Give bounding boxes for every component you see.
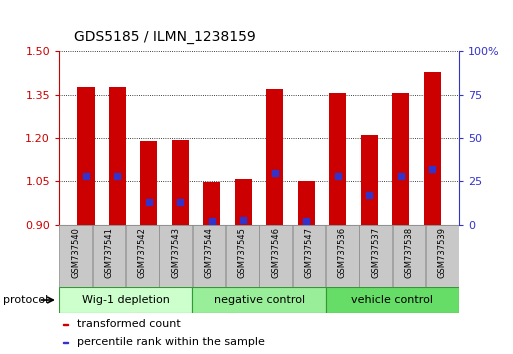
Text: GSM737538: GSM737538 <box>405 227 413 278</box>
Text: GSM737543: GSM737543 <box>171 227 180 278</box>
Point <box>239 217 247 222</box>
Bar <box>424 72 441 225</box>
Point <box>208 218 216 224</box>
Bar <box>260 225 292 287</box>
Bar <box>63 324 68 325</box>
Text: GSM737540: GSM737540 <box>71 227 80 278</box>
Bar <box>77 87 94 225</box>
Bar <box>266 89 284 225</box>
Point <box>113 173 122 179</box>
Bar <box>293 225 325 287</box>
Bar <box>93 225 125 287</box>
Bar <box>234 178 252 225</box>
Point <box>82 173 90 179</box>
Text: GSM737542: GSM737542 <box>138 227 147 278</box>
Text: protocol: protocol <box>3 295 48 305</box>
Bar <box>59 287 192 313</box>
Bar <box>329 93 346 225</box>
Bar <box>160 225 192 287</box>
Text: GSM737536: GSM737536 <box>338 227 347 278</box>
Text: GSM737539: GSM737539 <box>438 227 447 278</box>
Bar <box>109 87 126 225</box>
Bar <box>426 225 459 287</box>
Point <box>397 173 405 179</box>
Text: GSM737546: GSM737546 <box>271 227 280 278</box>
Bar <box>298 181 315 225</box>
Bar <box>126 225 159 287</box>
Bar <box>393 225 425 287</box>
Bar <box>326 287 459 313</box>
Text: GSM737544: GSM737544 <box>205 227 213 278</box>
Bar <box>392 93 409 225</box>
Point <box>333 173 342 179</box>
Text: negative control: negative control <box>213 295 305 305</box>
Text: transformed count: transformed count <box>77 319 181 329</box>
Bar <box>203 182 221 225</box>
Text: GSM737545: GSM737545 <box>238 227 247 278</box>
Bar <box>326 225 359 287</box>
Bar <box>172 139 189 225</box>
Point <box>302 218 310 224</box>
Bar <box>140 141 157 225</box>
Point <box>271 170 279 176</box>
Bar <box>63 342 68 343</box>
Bar <box>361 135 378 225</box>
Point <box>176 199 185 205</box>
Text: Wig-1 depletion: Wig-1 depletion <box>82 295 170 305</box>
Text: GDS5185 / ILMN_1238159: GDS5185 / ILMN_1238159 <box>74 30 256 44</box>
Text: GSM737537: GSM737537 <box>371 227 380 278</box>
Bar <box>226 225 259 287</box>
Bar <box>193 225 225 287</box>
Point <box>365 193 373 198</box>
Text: percentile rank within the sample: percentile rank within the sample <box>77 337 265 347</box>
Text: GSM737547: GSM737547 <box>305 227 313 278</box>
Text: vehicle control: vehicle control <box>351 295 433 305</box>
Text: GSM737541: GSM737541 <box>105 227 113 278</box>
Bar <box>192 287 326 313</box>
Bar <box>60 225 92 287</box>
Bar <box>360 225 392 287</box>
Point <box>145 199 153 205</box>
Point <box>428 166 437 172</box>
